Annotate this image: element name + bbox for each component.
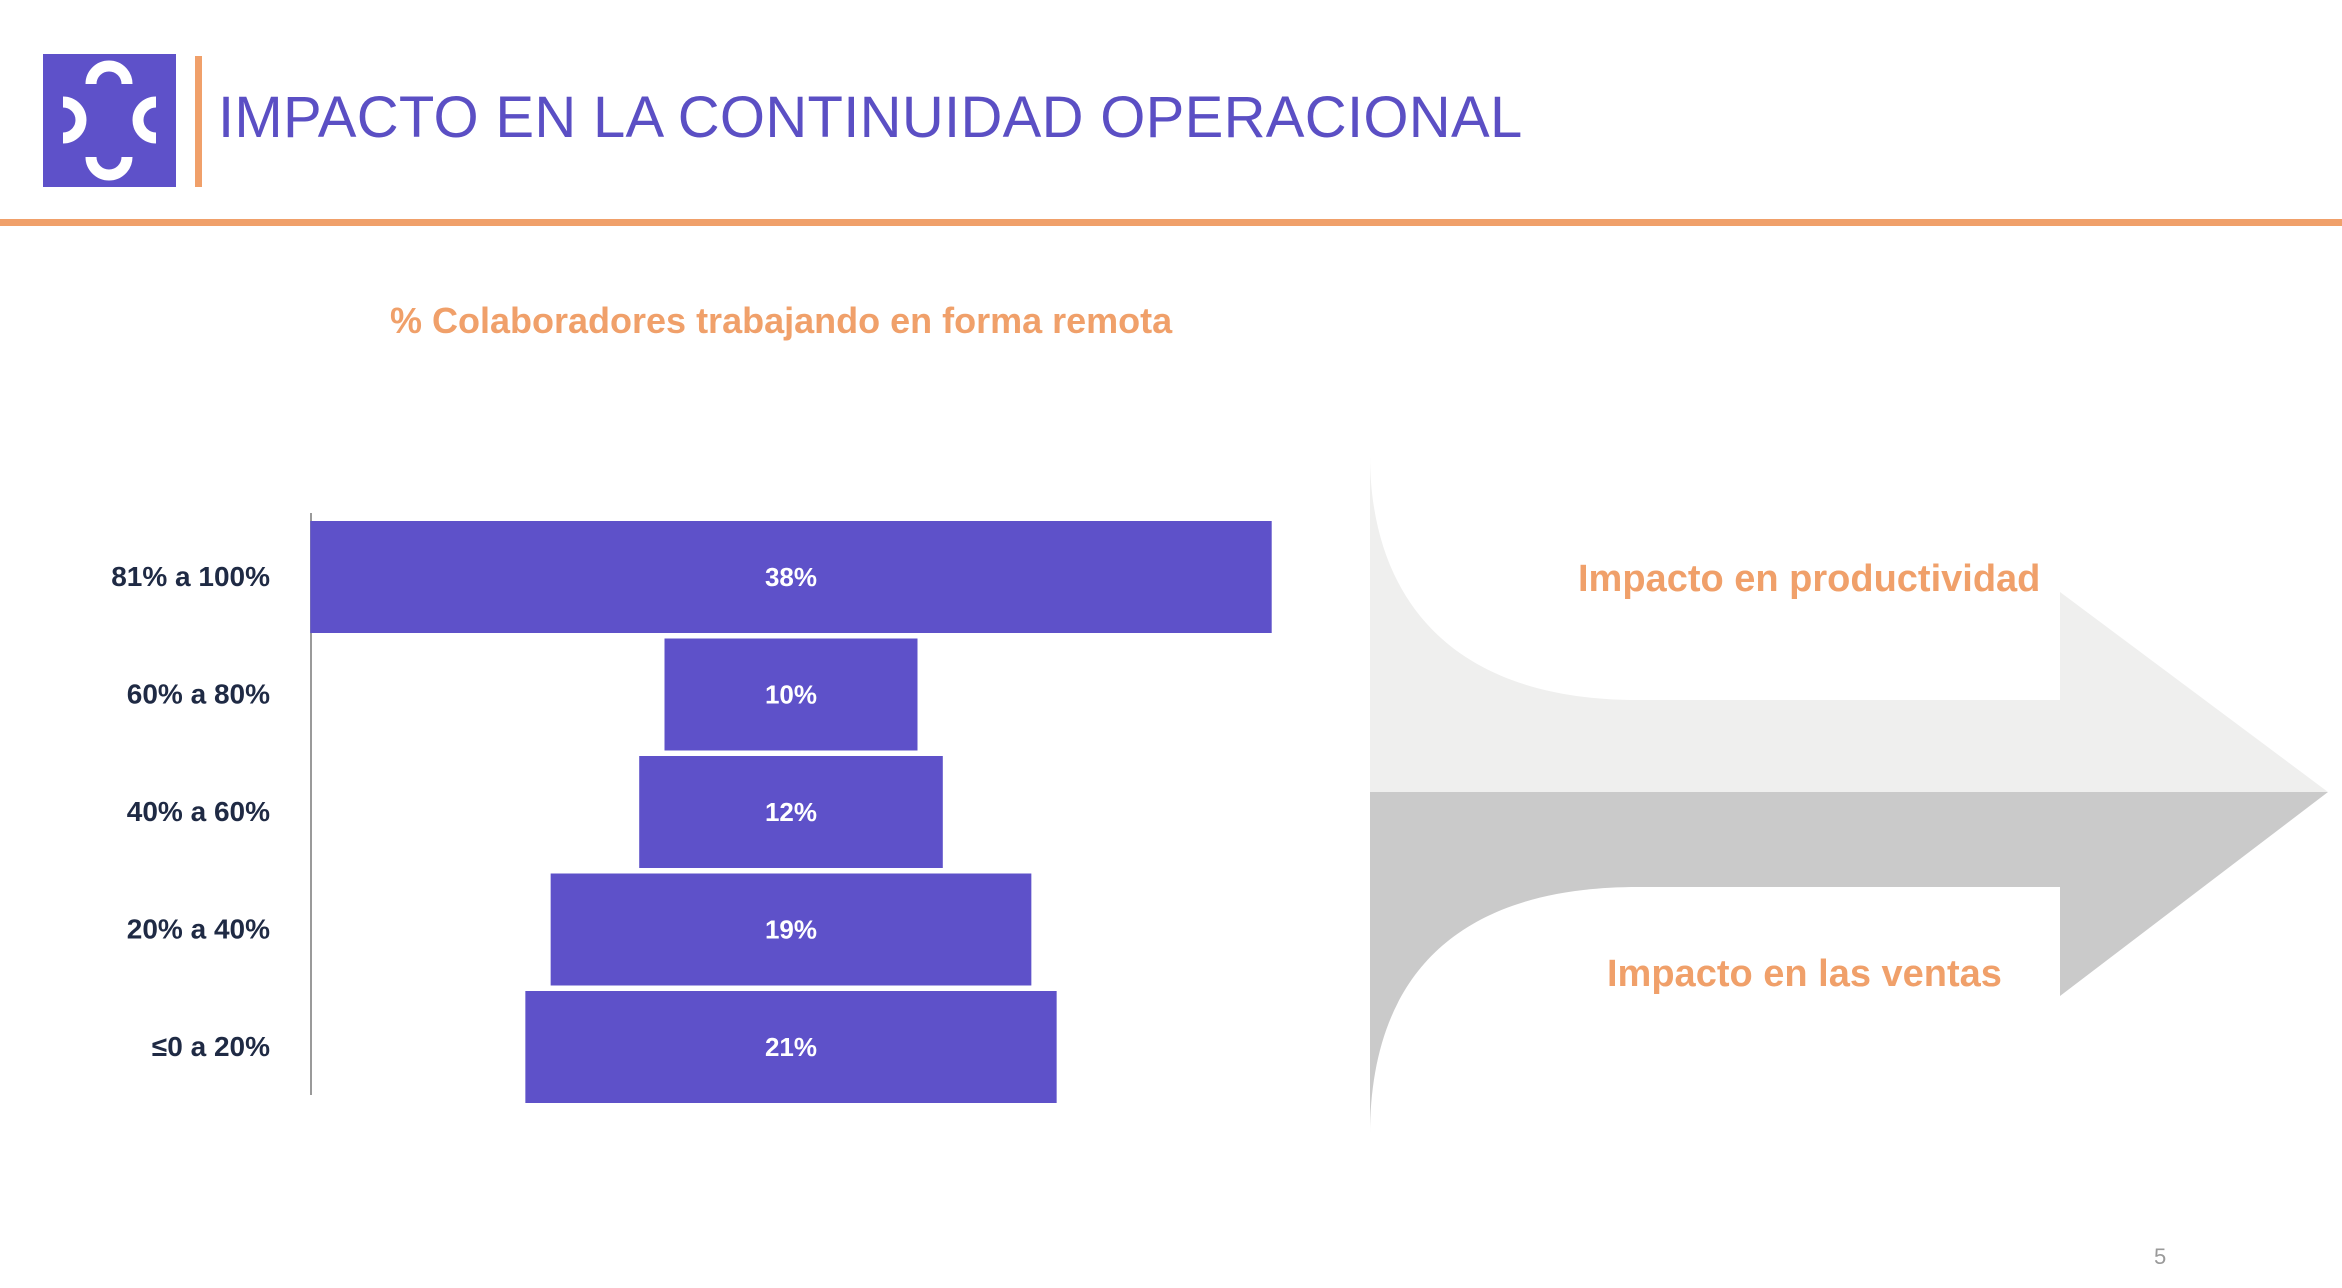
- arrow-top-shape: [1370, 455, 2328, 792]
- productivity-impact-label: Impacto en productividad: [1578, 558, 2041, 600]
- funnel-bar: [310, 521, 1272, 633]
- sales-impact-label: Impacto en las ventas: [1607, 953, 2002, 995]
- title-accent-bar: [195, 56, 202, 187]
- category-label: 81% a 100%: [111, 561, 270, 592]
- impact-arrows-graphic: [1370, 455, 2328, 1135]
- category-label: 40% a 60%: [127, 796, 270, 827]
- funnel-bar: [639, 756, 943, 868]
- bar-value-label: 21%: [765, 1032, 817, 1062]
- bar-value-label: 38%: [765, 562, 817, 592]
- bar-value-label: 10%: [765, 680, 817, 710]
- bar-value-label: 12%: [765, 797, 817, 827]
- funnel-bar: [664, 638, 918, 751]
- arrow-bottom-shape: [1370, 792, 2328, 1135]
- funnel-bar: [550, 873, 1032, 986]
- remote-work-funnel-chart: 38% 81% a 100% 10% 60% a 80% 12% 40% a 60% 19%…: [111, 513, 1272, 1103]
- funnel-bar: [525, 991, 1057, 1103]
- chart-title: % Colaboradores trabajando en forma remo…: [390, 300, 1173, 341]
- bar-value-label: 19%: [765, 915, 817, 945]
- header-divider: [0, 219, 2342, 226]
- company-logo-icon: [43, 54, 176, 187]
- category-label: 20% a 40%: [127, 914, 270, 945]
- page-title: IMPACTO EN LA CONTINUIDAD OPERACIONAL: [218, 85, 1523, 150]
- category-label: ≤0 a 20%: [152, 1031, 270, 1062]
- category-label: 60% a 80%: [127, 679, 270, 710]
- page-number: 5: [2154, 1244, 2167, 1269]
